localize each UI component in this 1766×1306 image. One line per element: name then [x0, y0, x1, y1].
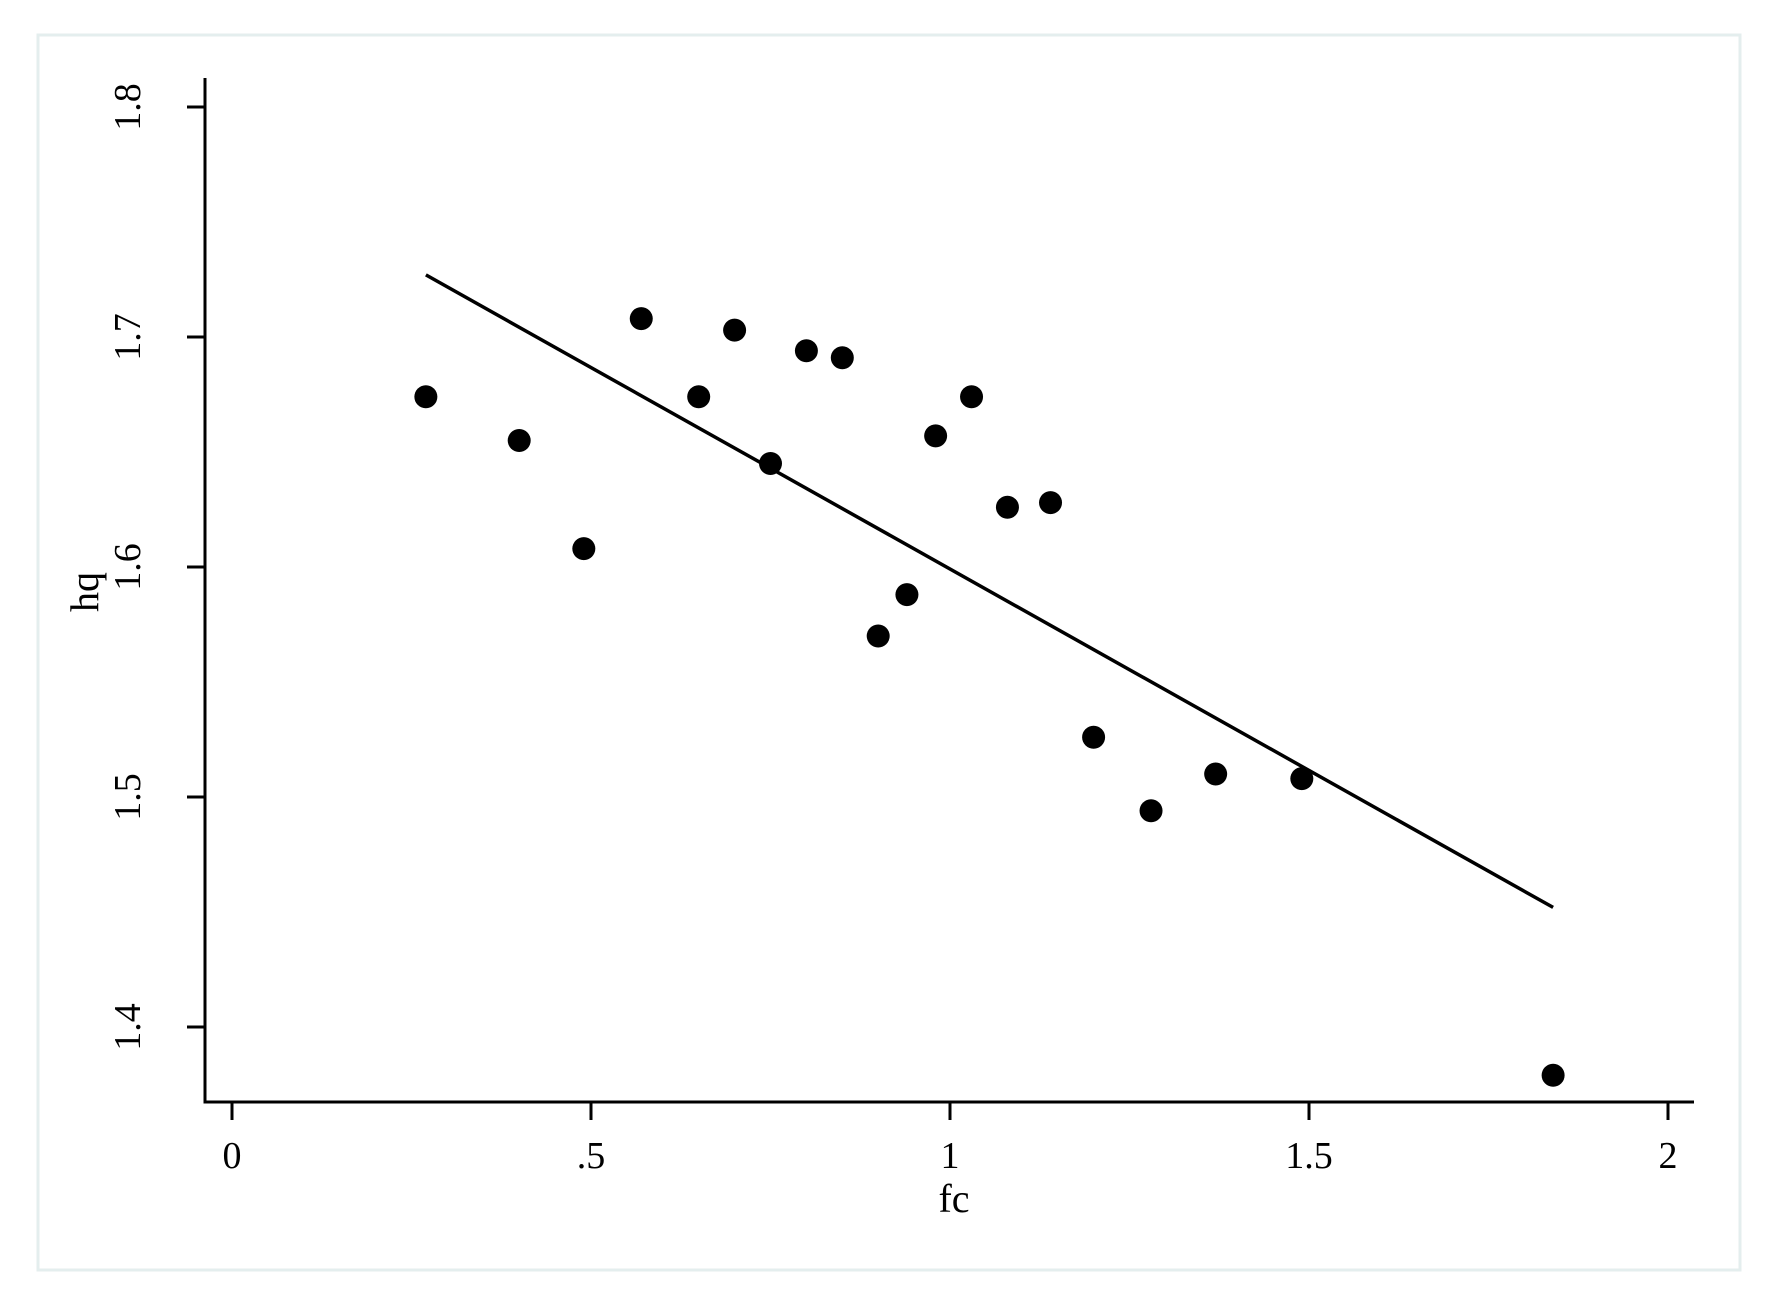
fit-line [425, 273, 1554, 909]
x-tick-label-0: 0 [223, 1135, 242, 1177]
y-tick-label-1: 1.5 [107, 773, 149, 821]
data-point-8 [830, 346, 854, 370]
data-point-17 [1204, 762, 1228, 786]
x-tick-label-1: .5 [577, 1135, 606, 1177]
data-point-14 [1039, 491, 1063, 515]
x-tick-label-3: 1.5 [1285, 1135, 1333, 1177]
plot-layer: 0 .5 1 1.5 2 1.4 1.5 1.6 1.7 1.8 [107, 78, 1694, 1177]
x-axis-title: fc [938, 1176, 969, 1221]
data-point-19 [1541, 1063, 1565, 1087]
x-tick-label-4: 2 [1659, 1135, 1678, 1177]
y-tick-label-0: 1.4 [107, 1003, 149, 1051]
data-point-15 [1082, 725, 1106, 749]
data-point-16 [1139, 799, 1163, 823]
data-point-18 [1290, 767, 1314, 791]
plot-frame [36, 33, 1742, 1272]
data-point-7 [794, 339, 818, 363]
data-point-4 [687, 385, 711, 409]
data-point-2 [572, 537, 596, 561]
data-point-5 [723, 318, 747, 342]
y-tick-label-4: 1.8 [107, 83, 149, 131]
x-tick-label-2: 1 [941, 1135, 960, 1177]
data-point-9 [866, 624, 890, 648]
data-point-10 [895, 583, 919, 607]
data-point-11 [924, 424, 948, 448]
data-point-3 [629, 307, 653, 331]
data-point-13 [995, 495, 1019, 519]
y-tick-label-3: 1.7 [107, 313, 149, 361]
data-point-6 [759, 452, 782, 475]
data-point-1 [507, 429, 531, 452]
y-axis-title: hq [62, 572, 107, 612]
data-point-0 [414, 385, 438, 409]
data-point-12 [960, 385, 984, 409]
y-tick-label-2: 1.6 [107, 543, 149, 591]
